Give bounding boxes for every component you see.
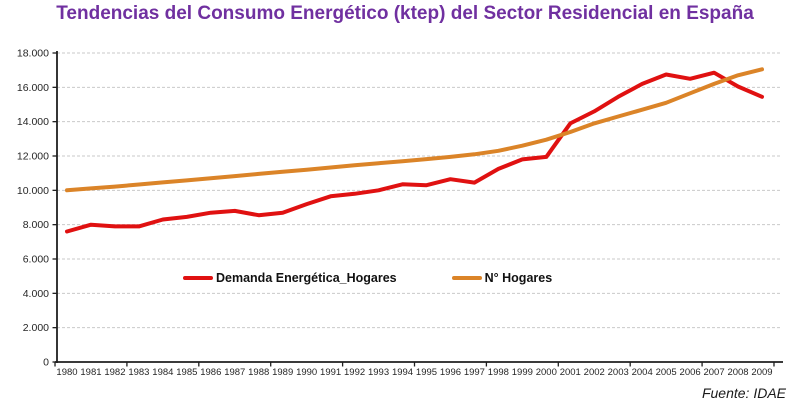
gridlines [57, 52, 782, 329]
x-tick-label: 1982 [104, 367, 125, 378]
x-tick-label: 1994 [392, 367, 413, 378]
x-tick-label: 1996 [440, 367, 461, 378]
demanda-line-marker [183, 275, 213, 281]
legend-label-hogares: N° Hogares [484, 271, 553, 285]
x-tick-label: 2009 [751, 367, 772, 378]
x-tick-label: 1993 [368, 367, 389, 378]
x-tick-label: 1984 [152, 367, 173, 378]
legend-item-demanda: Demanda Energética_Hogares [183, 271, 397, 285]
x-tick-label: 1988 [248, 367, 269, 378]
x-tick-label: 1998 [488, 367, 509, 378]
x-tick-label: 1983 [128, 367, 149, 378]
x-tick-label: 1997 [464, 367, 485, 378]
x-tick-label: 1992 [344, 367, 365, 378]
y-tick-label: 12.000 [17, 151, 49, 163]
x-tick-label: 1985 [176, 367, 197, 378]
y-axis-labels: 0 2.000 4.000 6.000 8.000 10.000 12.000 14.000 1… [17, 48, 49, 369]
x-tick-label: 2007 [703, 367, 724, 378]
x-tick-label: 2003 [608, 367, 629, 378]
x-tick-label: 1999 [512, 367, 533, 378]
y-tick-label: 10.000 [17, 185, 49, 197]
y-tick-label: 18.000 [17, 48, 49, 60]
axes [52, 51, 783, 367]
x-tick-label: 1986 [200, 367, 221, 378]
x-tick-label: 1980 [56, 367, 77, 378]
x-tick-label: 1995 [416, 367, 437, 378]
legend-item-hogares: N° Hogares [451, 271, 553, 285]
x-tick-label: 1990 [296, 367, 317, 378]
source-caption: Fuente: IDAE [701, 385, 786, 401]
hogares-line-marker [451, 275, 482, 281]
x-tick-label: 2005 [656, 367, 677, 378]
series-line-num-hogares [65, 67, 764, 193]
y-tick-label: 16.000 [17, 82, 49, 94]
x-axis-labels: 1980 1981 1982 1983 1984 1985 1986 1987 1988 1989… [56, 367, 772, 378]
series-lines [65, 67, 764, 234]
x-tick-label: 2000 [536, 367, 557, 378]
x-tick-label: 1991 [320, 367, 341, 378]
y-tick-label: 2.000 [23, 322, 49, 334]
page-title: Tendencias del Consumo Energético (ktep)… [56, 3, 754, 24]
x-tick-label: 2004 [632, 367, 653, 378]
y-tick-label: 6.000 [23, 254, 49, 266]
x-tick-label: 1989 [272, 367, 293, 378]
legend-label-demanda: Demanda Energética_Hogares [216, 271, 397, 285]
x-tick-label: 1981 [80, 367, 101, 378]
y-tick-label: 0 [43, 357, 49, 369]
x-tick-label: 1987 [224, 367, 245, 378]
chart-legend: Demanda Energética_Hogares N° Hogares [183, 271, 552, 285]
series-line-demanda-energetica-hogares [65, 70, 764, 234]
x-tick-label: 2006 [680, 367, 701, 378]
y-tick-label: 8.000 [23, 219, 49, 231]
y-tick-label: 4.000 [23, 288, 49, 300]
x-tick-label: 2002 [584, 367, 605, 378]
y-tick-label: 14.000 [17, 116, 49, 128]
x-tick-label: 2008 [727, 367, 748, 378]
x-tick-label: 2001 [560, 367, 581, 378]
